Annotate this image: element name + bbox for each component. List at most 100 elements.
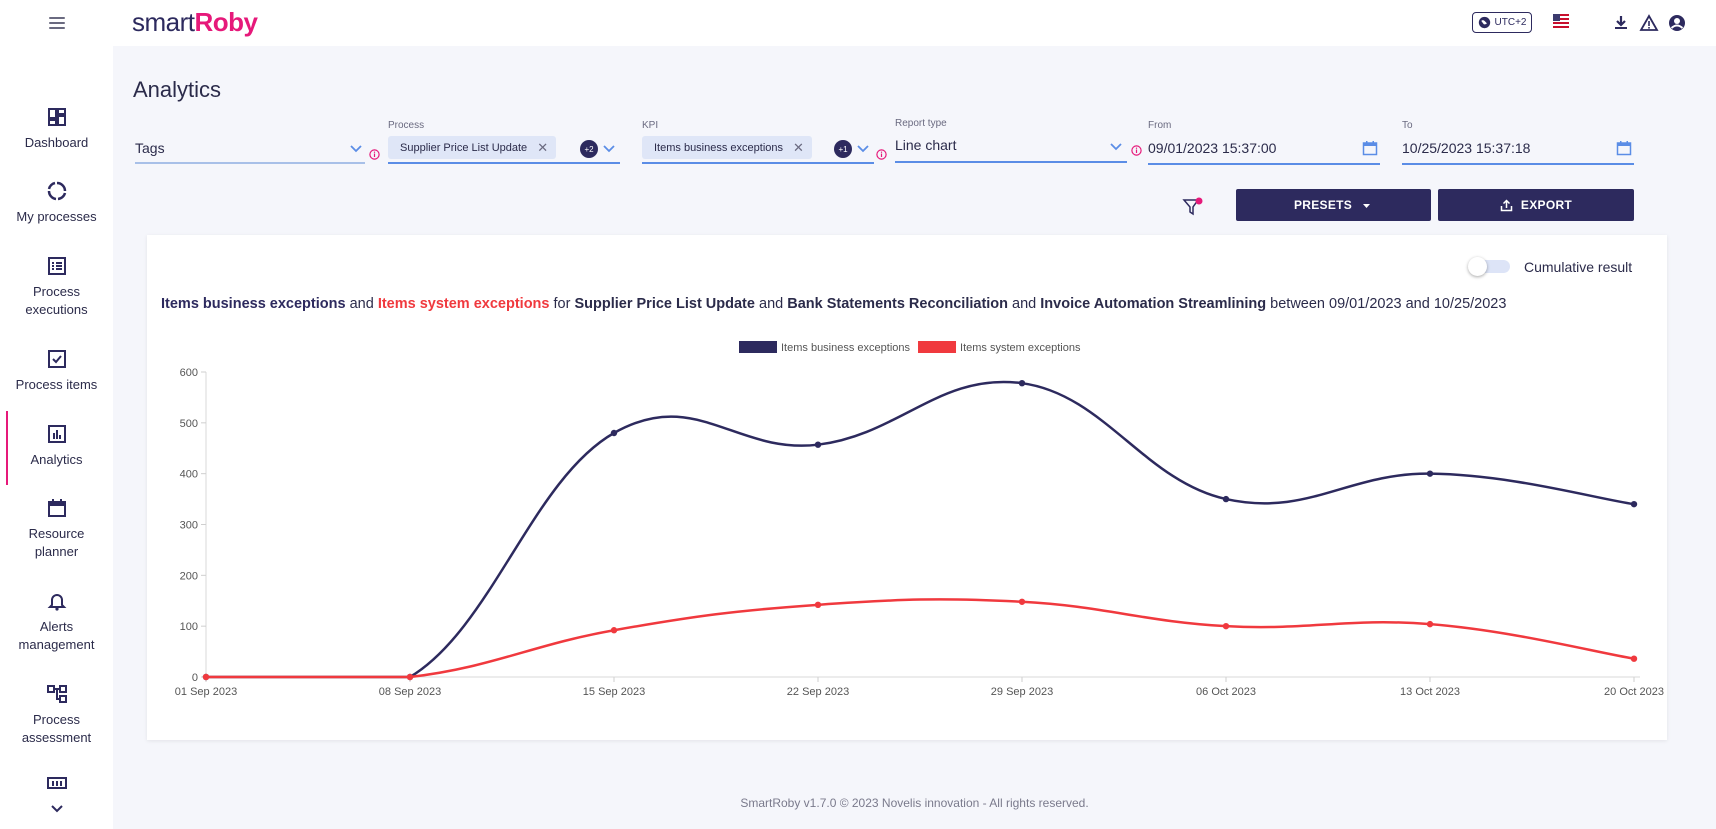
sidebar-item-dashboard[interactable]: Dashboard: [0, 106, 113, 152]
kpi2-text: Items system exceptions: [377, 296, 550, 312]
sidebar-item-process-items[interactable]: Process items: [0, 348, 113, 394]
series-line: [205, 380, 1635, 679]
x-tick-label: 22 Sep 2023: [787, 686, 849, 698]
process1-text: Supplier Price List Update: [574, 296, 755, 312]
sidebar-item-label: Process executions: [25, 284, 88, 317]
legend-swatch: [739, 341, 777, 353]
logo[interactable]: smartRoby: [132, 7, 258, 37]
info-icon[interactable]: [876, 149, 887, 160]
to-value: 10/25/2023 15:37:18: [1402, 140, 1531, 156]
sidebar-item-label: Resource planner: [28, 526, 85, 559]
y-tick-label: 600: [180, 367, 198, 379]
chevron-down-icon: [350, 145, 362, 153]
kpi-label: KPI: [642, 120, 659, 131]
sidebar-item-label: Alerts management: [18, 619, 95, 652]
caret-down-icon: [1363, 203, 1371, 208]
bell-icon: [47, 594, 66, 611]
report-type-select[interactable]: Report type Line chart: [895, 118, 1127, 163]
sidebar-item-alerts-management[interactable]: Alerts management: [0, 590, 113, 654]
process-chip-label: Supplier Price List Update: [400, 141, 528, 154]
y-tick-label: 0: [192, 672, 198, 684]
sidebar: Dashboard My processes Process execution…: [0, 46, 113, 829]
line-chart: 0 100 200 300 400 500 600 01 Sep 2023 08 Sep 202…: [175, 341, 1664, 698]
kpi-select[interactable]: KPI Items business exceptions ✕ +1: [642, 120, 874, 164]
checkbox-icon: [47, 350, 66, 368]
x-tick-label: 13 Oct 2023: [1400, 686, 1460, 698]
process-chip[interactable]: Supplier Price List Update ✕: [388, 136, 557, 159]
calendar-icon: [47, 499, 66, 517]
calendar-icon[interactable]: [1362, 140, 1378, 156]
us-flag-icon[interactable]: [1553, 14, 1569, 29]
process-select[interactable]: Process Supplier Price List Update ✕ +2: [388, 120, 620, 164]
filter-icon[interactable]: [1182, 196, 1204, 218]
cumulative-toggle[interactable]: [1468, 257, 1512, 276]
x-tick-label: 01 Sep 2023: [175, 686, 237, 698]
export-button[interactable]: EXPORT: [1438, 189, 1634, 221]
report-type-label: Report type: [895, 118, 947, 129]
extra-count-badge: +2: [580, 140, 598, 158]
close-icon[interactable]: ✕: [537, 139, 549, 155]
to-label: To: [1402, 120, 1413, 131]
sidebar-item-process-assessment[interactable]: Process assessment: [0, 683, 113, 747]
sidebar-item-label: Analytics: [30, 452, 83, 467]
sidebar-item-label: Dashboard: [24, 135, 89, 150]
y-tick-label: 200: [180, 570, 198, 582]
sidebar-item-my-processes[interactable]: My processes: [0, 180, 113, 226]
to-date-field[interactable]: To 10/25/2023 15:37:18: [1402, 120, 1634, 165]
data-point: [1630, 655, 1638, 662]
sidebar-item-analytics[interactable]: Analytics: [0, 411, 113, 485]
x-tick-label: 08 Sep 2023: [379, 686, 441, 698]
calendar-icon[interactable]: [1616, 140, 1632, 156]
sidebar-item-process-executions[interactable]: Process executions: [0, 255, 113, 319]
report-description: Items business exceptions and Items syst…: [161, 296, 1506, 312]
sidebar-item-label: My processes: [16, 209, 97, 224]
timezone-label: UTC+2: [1494, 17, 1527, 28]
x-tick-label: 15 Sep 2023: [583, 686, 645, 698]
info-icon[interactable]: [1131, 145, 1142, 156]
date-range-text: between 09/01/2023 and 10/25/2023: [1270, 296, 1507, 312]
data-point: [610, 429, 618, 437]
report-type-value: Line chart: [895, 137, 957, 153]
more-icon[interactable]: [46, 776, 68, 790]
chevron-down-icon[interactable]: [50, 804, 64, 814]
page-title: Analytics: [133, 77, 222, 102]
y-tick-label: 100: [180, 621, 198, 633]
extra-count-badge: +1: [834, 140, 852, 158]
account-icon[interactable]: [1667, 13, 1687, 33]
data-point: [1630, 500, 1638, 508]
tags-select[interactable]: Tags: [135, 126, 365, 164]
y-tick-label: 300: [180, 520, 198, 532]
data-point: [814, 441, 822, 448]
y-tick-label: 400: [180, 469, 198, 481]
legend-label: Items business exceptions: [781, 342, 911, 354]
data-point: [1018, 598, 1026, 605]
conj-text: and: [759, 296, 784, 312]
cumulative-label: Cumulative result: [1524, 259, 1633, 275]
menu-icon[interactable]: [49, 17, 65, 29]
data-point: [1018, 379, 1026, 387]
presets-button[interactable]: PRESETS: [1236, 189, 1431, 221]
legend-label: Items system exceptions: [960, 342, 1081, 354]
close-icon[interactable]: ✕: [793, 139, 804, 155]
info-icon[interactable]: [369, 149, 380, 160]
sidebar-item-resource-planner[interactable]: Resource planner: [0, 497, 113, 561]
data-point: [1426, 470, 1434, 477]
from-label: From: [1148, 120, 1172, 131]
data-point: [1222, 622, 1230, 630]
kpi1-text: Items business exceptions: [161, 296, 346, 312]
data-point: [610, 627, 618, 634]
from-date-field[interactable]: From 09/01/2023 15:37:00: [1148, 120, 1380, 165]
x-tick-label: 29 Sep 2023: [991, 686, 1053, 698]
flow-icon: [46, 685, 67, 703]
kpi-chip[interactable]: Items business exceptions ✕: [642, 136, 812, 159]
timezone-button[interactable]: UTC+2: [1472, 12, 1532, 33]
export-label: EXPORT: [1520, 198, 1573, 212]
warning-icon[interactable]: [1639, 13, 1659, 33]
dashboard-icon: [47, 108, 66, 126]
process-label: Process: [388, 120, 425, 131]
analytics-icon: [47, 425, 66, 443]
x-tick-label: 20 Oct 2023: [1604, 686, 1664, 698]
download-icon[interactable]: [1611, 13, 1631, 33]
kpi-chip-label: Items business exceptions: [654, 141, 784, 154]
data-point: [406, 673, 414, 681]
